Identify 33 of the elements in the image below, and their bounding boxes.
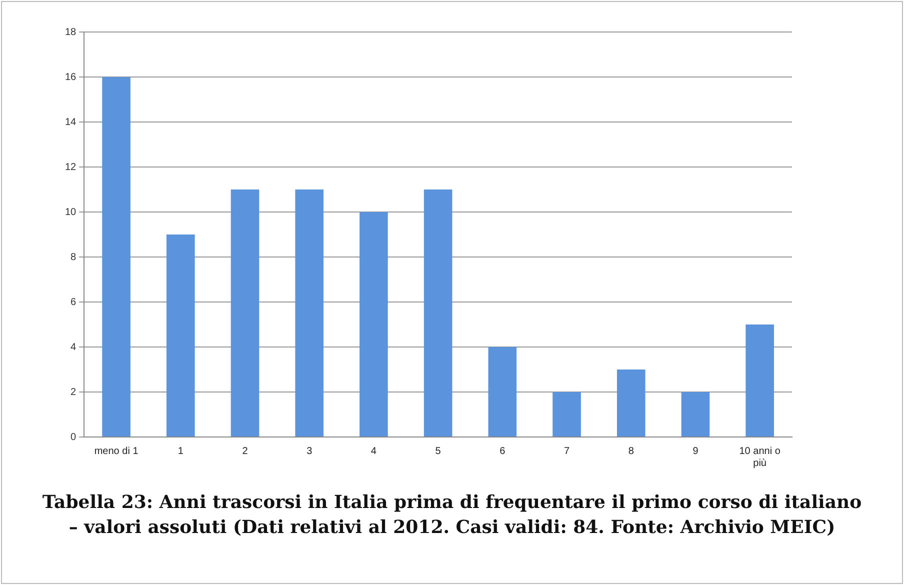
x-tick-label: 4 <box>370 446 377 457</box>
bar <box>360 212 388 436</box>
x-tick-label: 8 <box>628 446 634 457</box>
y-tick-label: 16 <box>65 72 77 83</box>
bar <box>488 347 517 436</box>
y-tick-label: 8 <box>70 252 77 263</box>
x-tick-label: 6 <box>500 446 506 457</box>
bar <box>616 370 646 436</box>
y-tick-label: 4 <box>70 342 77 353</box>
bar <box>552 392 581 436</box>
y-tick-label: 0 <box>70 432 77 443</box>
bar <box>295 190 324 436</box>
bar <box>230 190 260 436</box>
bar <box>746 324 774 436</box>
x-tick-label: 10 anni o più <box>739 446 781 469</box>
x-tick-label: meno di 1 <box>94 446 139 457</box>
x-tick-label: 2 <box>242 446 248 457</box>
y-tick-label: 2 <box>70 386 77 398</box>
x-tick-label: 9 <box>692 446 699 457</box>
bar <box>424 190 452 436</box>
y-tick-label: 12 <box>65 162 77 173</box>
y-tick-label: 6 <box>70 296 77 308</box>
y-tick-label: 18 <box>65 26 77 38</box>
x-tick-label: 5 <box>435 446 442 457</box>
x-tick-label: 7 <box>564 446 570 457</box>
x-tick-label: 1 <box>178 446 184 457</box>
bar <box>681 392 710 436</box>
y-tick-label: 14 <box>65 116 77 128</box>
bar <box>102 77 130 436</box>
bar <box>166 234 195 436</box>
y-tick-label: 10 <box>65 206 77 218</box>
text: Tabella 23: Anni trascorsi in Italia prima di frequentare il primo corso di italiano – valori assoluti (Dati relativi al 2012. Casi validi: 84. Fonte: Archivio MEIC) <box>42 491 862 540</box>
x-tick-label: 3 <box>306 446 313 457</box>
